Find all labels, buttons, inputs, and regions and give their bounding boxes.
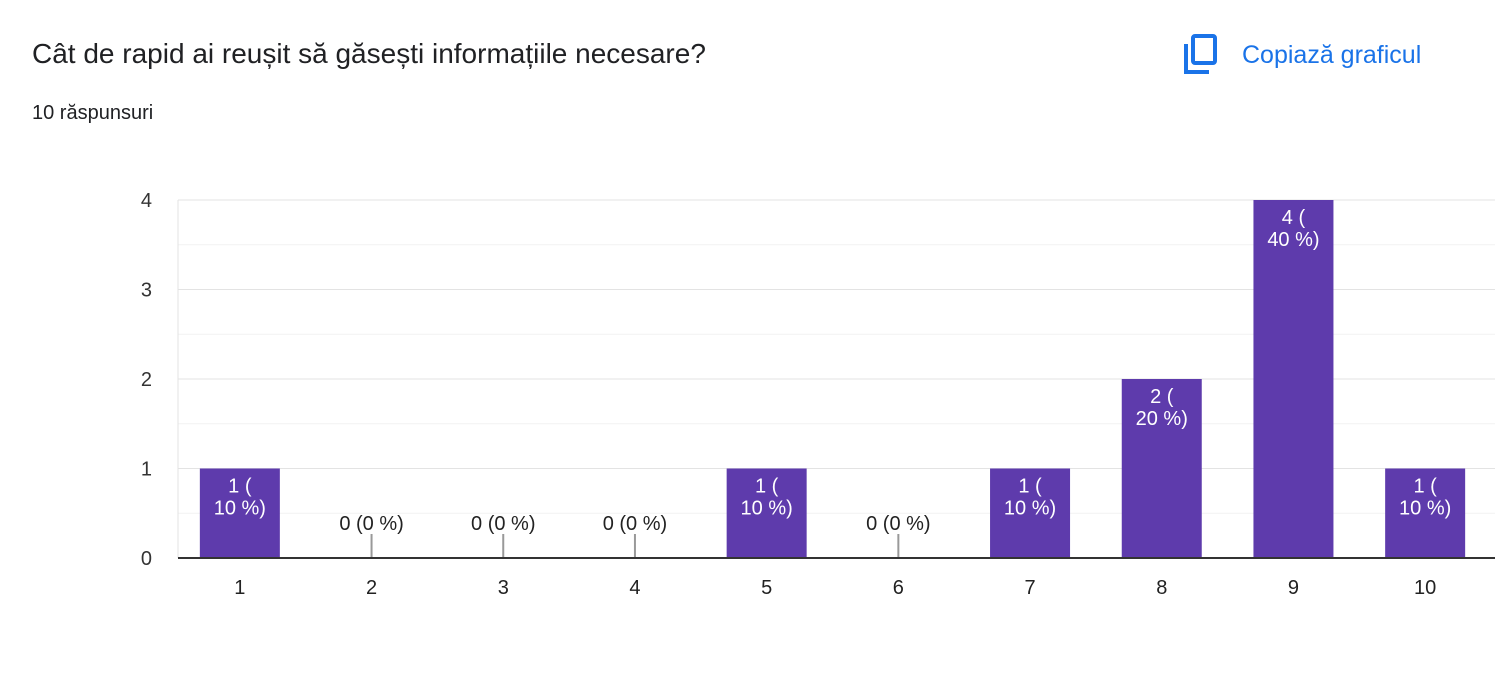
chart-question-title: Cât de rapid ai reușit să găsești inform… bbox=[32, 38, 706, 69]
response-count: 10 răspunsuri bbox=[32, 102, 154, 124]
bar-value-label: 0 (0 %) bbox=[339, 513, 403, 535]
bar bbox=[199, 468, 280, 558]
bar-value-label: 1 (10 %) bbox=[214, 476, 266, 520]
bar-value-label: 0 (0 %) bbox=[471, 513, 535, 535]
copy-chart-label: Copiază graficul bbox=[1242, 40, 1422, 69]
x-tick-label: 6 bbox=[893, 577, 904, 599]
x-tick-label: 10 bbox=[1414, 577, 1436, 599]
y-tick-label: 3 bbox=[141, 280, 152, 302]
bar bbox=[1253, 200, 1334, 558]
bar-value-label: 0 (0 %) bbox=[866, 513, 930, 535]
copy-icon bbox=[1180, 33, 1220, 77]
bar-value-label: 1 (10 %) bbox=[1399, 476, 1451, 520]
bar bbox=[1385, 468, 1466, 558]
bar-value-label: 1 (10 %) bbox=[1004, 476, 1056, 520]
bar-value-label: 1 (10 %) bbox=[741, 476, 793, 520]
y-tick-label: 4 bbox=[141, 190, 152, 212]
bar bbox=[1121, 379, 1202, 558]
x-tick-label: 8 bbox=[1156, 577, 1167, 599]
bar bbox=[990, 468, 1071, 558]
y-tick-label: 0 bbox=[141, 548, 152, 570]
x-tick-label: 4 bbox=[629, 577, 640, 599]
y-tick-label: 1 bbox=[141, 459, 152, 481]
x-tick-label: 5 bbox=[761, 577, 772, 599]
bar bbox=[726, 468, 807, 558]
copy-chart-button[interactable]: Copiază graficul bbox=[1180, 30, 1421, 80]
bar-value-label: 2 (20 %) bbox=[1136, 386, 1188, 430]
x-tick-label: 9 bbox=[1288, 577, 1299, 599]
bar-value-label: 4 (40 %) bbox=[1267, 207, 1319, 251]
bar-chart: 0 1 2 3 4 1 (10 %) 1 0 (0 %) 2 0 (0 %) 3 0 (0 %) 4 1 … bbox=[141, 190, 1495, 599]
x-tick-label: 7 bbox=[1024, 577, 1035, 599]
y-tick-label: 2 bbox=[141, 369, 152, 391]
bar-value-label: 0 (0 %) bbox=[603, 513, 667, 535]
x-tick-label: 1 bbox=[234, 577, 245, 599]
x-tick-label: 2 bbox=[366, 577, 377, 599]
x-tick-label: 3 bbox=[498, 577, 509, 599]
